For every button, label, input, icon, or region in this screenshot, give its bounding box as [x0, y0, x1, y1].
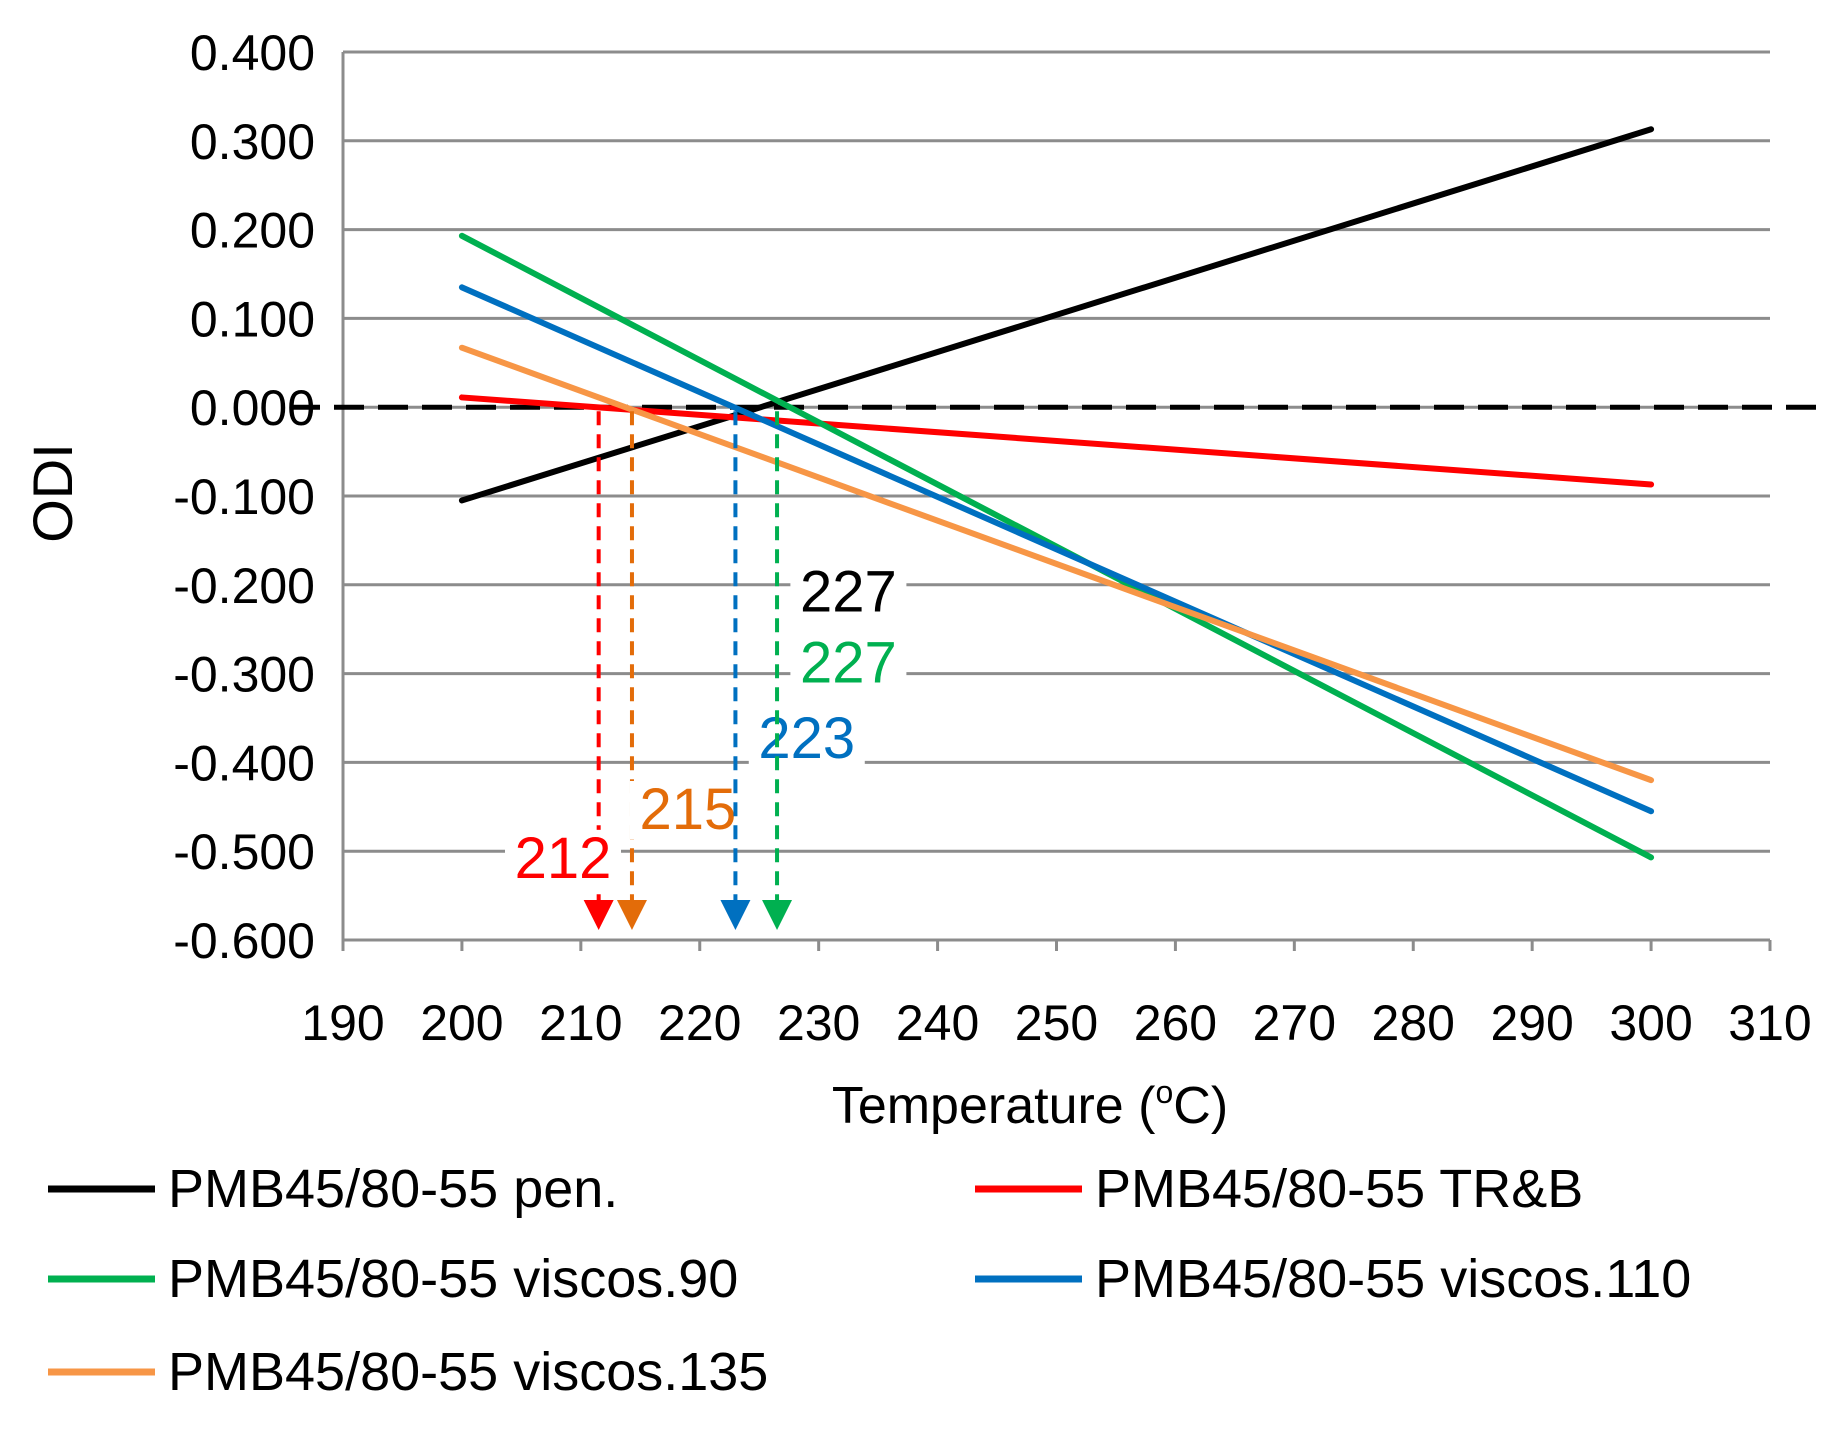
x-tick-label: 290 [1490, 995, 1573, 1051]
y-tick-label: 0.400 [190, 25, 315, 81]
x-tick-label: 190 [301, 995, 384, 1051]
tick-labels: 0.400 0.300 0.200 0.100 0.000 -0.100 -0.200 -0.… [173, 25, 1812, 1051]
x-tick-label: 200 [420, 995, 503, 1051]
drop-arrow-223 [720, 900, 751, 930]
x-tick-label: 220 [658, 995, 741, 1051]
y-tick-label: -0.100 [173, 469, 315, 525]
y-tick-label: 0.200 [190, 203, 315, 259]
legend-label-2: PMB45/80-55 TR&B [1095, 1159, 1583, 1219]
annotation-label-227: 227 [800, 630, 897, 695]
annotation-bg [504, 829, 621, 888]
x-tick-label: 240 [896, 995, 979, 1051]
x-tick-label: 260 [1134, 995, 1217, 1051]
drop-arrow-212 [583, 900, 614, 930]
x-tick-label: 310 [1728, 995, 1811, 1051]
y-tick-label: -0.300 [173, 647, 315, 703]
y-tick-label: -0.600 [173, 913, 315, 969]
annotation-bg [790, 634, 907, 693]
y-tick-label: -0.500 [173, 824, 315, 880]
annotation-bg [629, 781, 746, 839]
x-tick-label: 210 [539, 995, 622, 1051]
annotation-bg [790, 563, 907, 622]
annotation-label-227: 227 [800, 559, 897, 624]
legend-label-1: PMB45/80-55 pen. [168, 1159, 618, 1219]
legend-label-5: PMB45/80-55 viscos.135 [168, 1342, 768, 1402]
series-line-4 [458, 284, 1655, 815]
series-lines [458, 126, 1655, 861]
series-line-2 [458, 394, 1655, 488]
annotation-label-223: 223 [758, 706, 855, 771]
axes [341, 52, 1772, 951]
annotation-bg [748, 709, 865, 768]
x-tick-label: 230 [777, 995, 860, 1051]
y-tick-label: 0.300 [190, 114, 315, 170]
legend-label-4: PMB45/80-55 viscos.110 [1095, 1249, 1691, 1309]
x-axis-label-main: Temperature ( [832, 1077, 1156, 1135]
x-axis-label: Temperature (oC) [832, 1074, 1228, 1135]
x-axis-label-end: C) [1173, 1077, 1228, 1135]
series-line-1 [458, 126, 1655, 504]
drop-arrow-215 [616, 900, 647, 930]
y-tick-label: -0.200 [173, 558, 315, 614]
x-tick-label: 250 [1015, 995, 1098, 1051]
drop-arrow-227 [762, 900, 793, 930]
y-axis-label: ODI [21, 443, 84, 543]
legend-label-3: PMB45/80-55 viscos.90 [168, 1249, 738, 1309]
y-tick-label: 0.000 [190, 380, 315, 436]
annotation-label-212: 212 [515, 826, 612, 891]
x-tick-label: 270 [1253, 995, 1336, 1051]
series-line-5 [458, 344, 1655, 784]
y-tick-label: -0.400 [173, 735, 315, 791]
y-tick-label: 0.100 [190, 291, 315, 347]
x-axis-label-sup: o [1156, 1074, 1174, 1110]
x-tick-label: 280 [1372, 995, 1455, 1051]
annotation-label-215: 215 [639, 777, 736, 842]
x-tick-label: 300 [1609, 995, 1692, 1051]
legend: PMB45/80-55 pen. PMB45/80-55 TR&B PMB45/80… [48, 1159, 1691, 1402]
